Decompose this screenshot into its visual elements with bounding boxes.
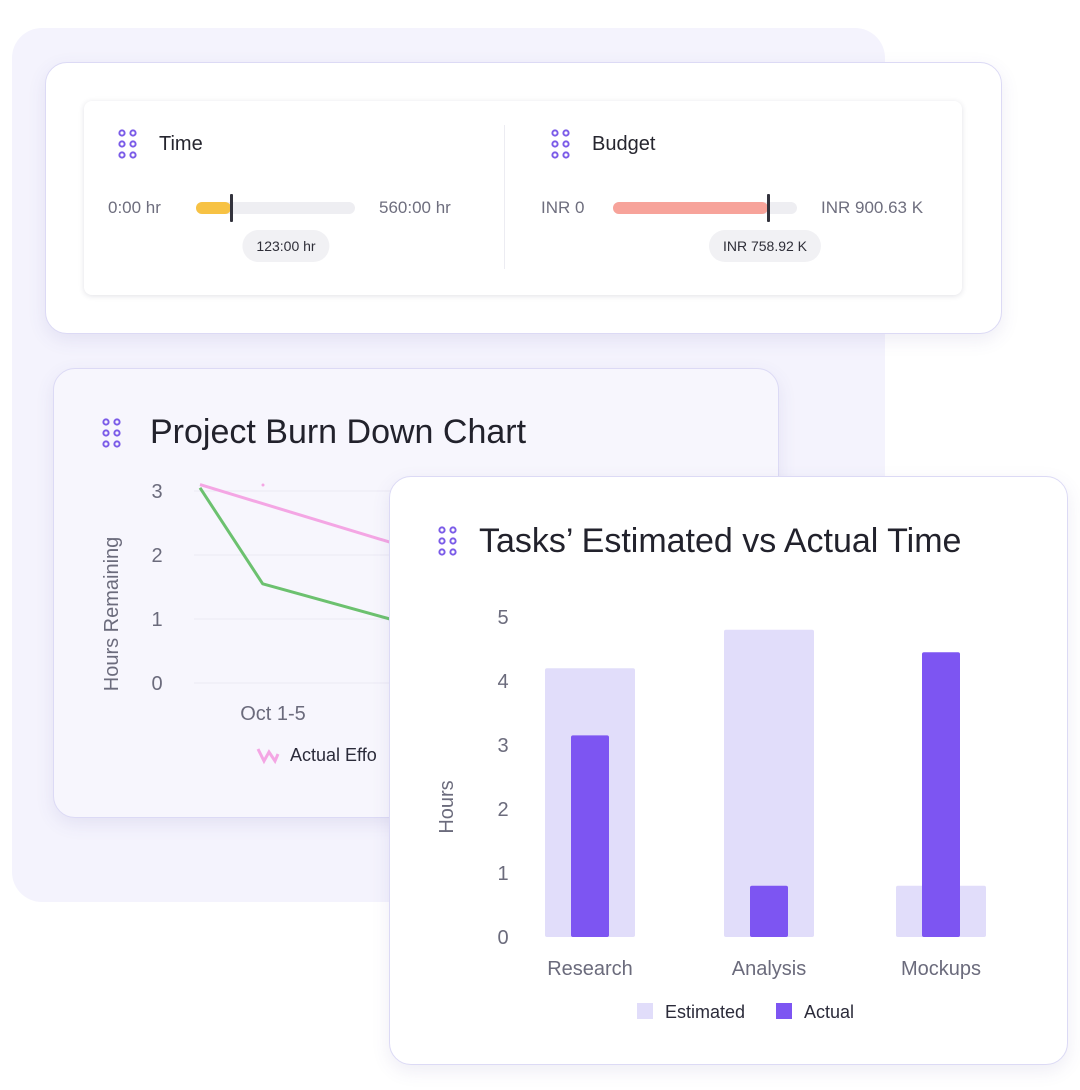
drag-handle-icon[interactable] <box>101 417 123 451</box>
budget-max-label: INR 900.63 K <box>821 198 924 217</box>
time-title: Time <box>159 133 203 155</box>
tasks-chart-title: Tasks’ Estimated vs Actual Time <box>479 522 962 560</box>
actual-bar-research <box>571 735 609 937</box>
burn-down-chart-title: Project Burn Down Chart <box>150 413 527 451</box>
tasks-y-tick: 5 <box>497 607 508 629</box>
time-progress-fill <box>196 202 231 214</box>
burn-down-series-line-1 <box>199 483 391 544</box>
burn-down-y-tick: 2 <box>151 545 162 567</box>
legend-line-icon <box>256 748 280 765</box>
drag-handle-icon[interactable] <box>117 128 139 162</box>
drag-handle-icon[interactable] <box>437 525 459 559</box>
time-max-label: 560:00 hr <box>379 198 451 217</box>
tasks-y-tick: 3 <box>497 735 508 757</box>
budget-progress-fill <box>613 202 768 214</box>
burn-down-y-tick: 1 <box>151 609 162 631</box>
burn-down-x-tick: Oct 1-5 <box>240 703 306 725</box>
tasks-x-tick-analysis: Analysis <box>732 958 806 980</box>
drag-handle-icon[interactable] <box>550 128 572 162</box>
tasks-time-chart-card: Tasks’ Estimated vs Actual Time 5 4 3 2 1 0 R… <box>389 476 1068 1065</box>
tasks-y-tick: 0 <box>497 927 508 949</box>
summary-widget-card: Time 0:00 hr 560:00 hr 123:00 hr Budget … <box>45 62 1002 334</box>
burn-down-point <box>261 483 265 487</box>
time-current-badge: 123:00 hr <box>242 230 330 262</box>
burn-down-series-line-2 <box>198 486 391 621</box>
tasks-y-tick: 1 <box>497 863 508 885</box>
panel-divider <box>504 125 505 269</box>
tasks-y-tick: 4 <box>497 671 508 693</box>
burn-down-y-axis-label: Hours Remaining <box>101 537 123 692</box>
budget-progress-marker <box>766 194 770 222</box>
time-progress-marker <box>229 194 233 222</box>
time-min-label: 0:00 hr <box>108 198 161 217</box>
tasks-y-tick: 2 <box>497 799 508 821</box>
time-budget-panel: Time 0:00 hr 560:00 hr 123:00 hr Budget … <box>84 101 962 295</box>
actual-bar-analysis <box>750 885 788 937</box>
burn-down-legend-label: Actual Effo <box>290 745 377 765</box>
actual-bar-mockups <box>922 652 960 937</box>
budget-title: Budget <box>592 133 656 155</box>
legend-label-estimated: Estimated <box>665 1002 745 1022</box>
budget-progress-bar <box>613 194 797 222</box>
budget-current-badge: INR 758.92 K <box>708 230 822 262</box>
legend-swatch-estimated <box>637 1003 653 1019</box>
burn-down-y-tick: 3 <box>151 481 162 503</box>
estimated-bar-analysis <box>724 629 814 937</box>
budget-min-label: INR 0 <box>541 198 585 217</box>
tasks-bar-chart: 5 4 3 2 1 0 Research Analysis Mockups Estimated… <box>436 607 986 1022</box>
legend-swatch-actual <box>776 1003 792 1019</box>
legend-label-actual: Actual <box>804 1002 854 1022</box>
burn-down-y-tick: 0 <box>151 673 162 695</box>
tasks-x-tick-research: Research <box>547 958 633 980</box>
tasks-y-axis-label: Hours <box>436 780 458 833</box>
tasks-x-tick-mockups: Mockups <box>901 958 981 980</box>
time-progress-bar <box>196 194 355 222</box>
